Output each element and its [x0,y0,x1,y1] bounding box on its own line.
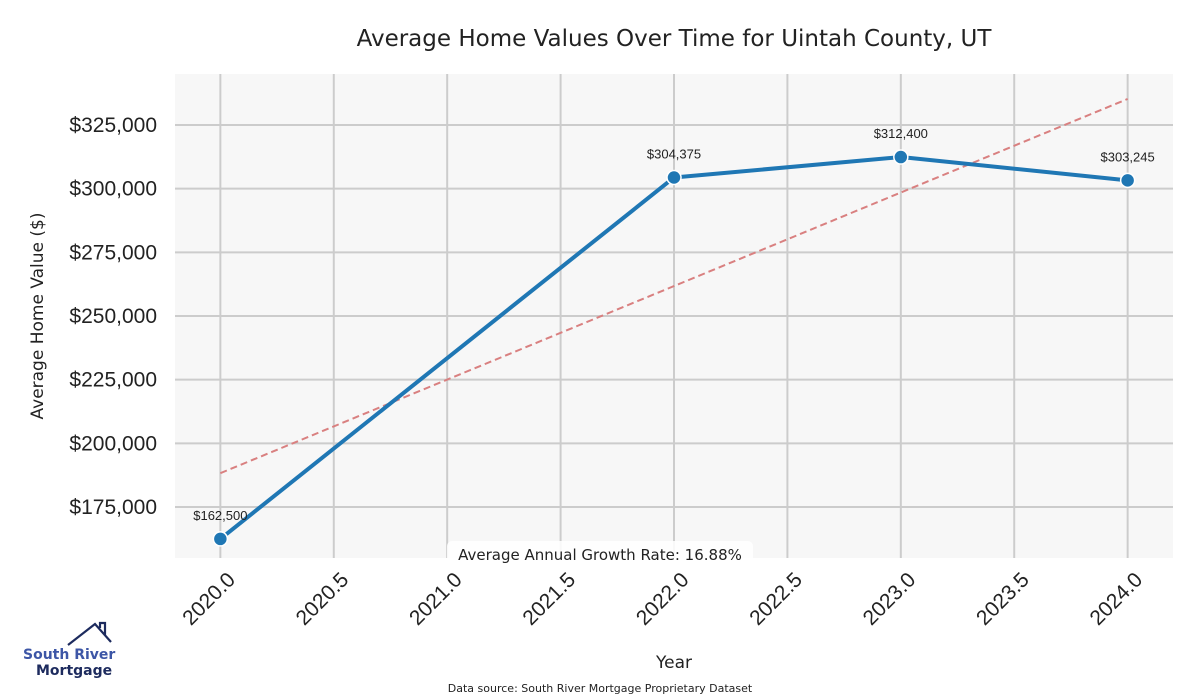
y-tick-label: $325,000 [69,114,157,137]
growth-rate-text: Average Annual Growth Rate: 16.88% [458,546,742,564]
chart-title: Average Home Values Over Time for Uintah… [357,26,993,52]
data-point [893,149,909,165]
data-label: $162,500 [193,508,247,523]
x-axis-label: Year [655,653,692,673]
house-roof-icon [67,621,112,646]
x-tick-label: 2021.0 [405,568,467,630]
x-tick-label: 2022.5 [745,568,807,630]
x-tick-label: 2020.5 [292,568,354,630]
logo-line-2: Mortgage [36,663,112,679]
data-point [666,169,682,186]
logo-line-1: South River [23,647,115,663]
x-tick-label: 2023.5 [972,568,1034,630]
y-tick-label: $225,000 [69,369,157,392]
x-tick-label: 2023.0 [859,568,921,630]
data-labels: $162,500 $304,375 $312,400 $303,245 [193,126,1155,523]
data-points [212,149,1136,547]
data-point [212,531,229,547]
y-tick-label: $300,000 [69,178,157,201]
data-source-note: Data source: South River Mortgage Propri… [448,682,753,695]
x-tick-label: 2021.5 [518,568,580,630]
data-label: $312,400 [874,126,928,141]
data-label: $304,375 [647,146,701,161]
y-axis-ticks: $175,000 $200,000 $225,000 $250,000 $275,000… [69,114,157,519]
growth-rate-box: Average Annual Growth Rate: 16.88% [447,541,753,571]
grid-lines [175,74,1173,558]
series-line [219,155,1128,541]
data-label: $303,245 [1101,149,1155,164]
x-axis-ticks: 2020.0 2020.5 2021.0 2021.5 2022.0 2022.5 2023… [178,568,1147,630]
x-tick-label: 2022.0 [632,568,694,630]
y-tick-label: $250,000 [69,305,157,328]
y-tick-label: $200,000 [69,432,157,455]
x-tick-label: 2020.0 [178,568,240,630]
x-tick-label: 2024.0 [1085,568,1147,630]
y-axis-label: Average Home Value ($) [28,213,48,420]
y-tick-label: $275,000 [69,241,157,264]
data-point [1119,172,1136,189]
trend-line [219,98,1129,475]
company-logo: South River Mortgage [23,621,115,679]
y-tick-label: $175,000 [69,496,157,519]
